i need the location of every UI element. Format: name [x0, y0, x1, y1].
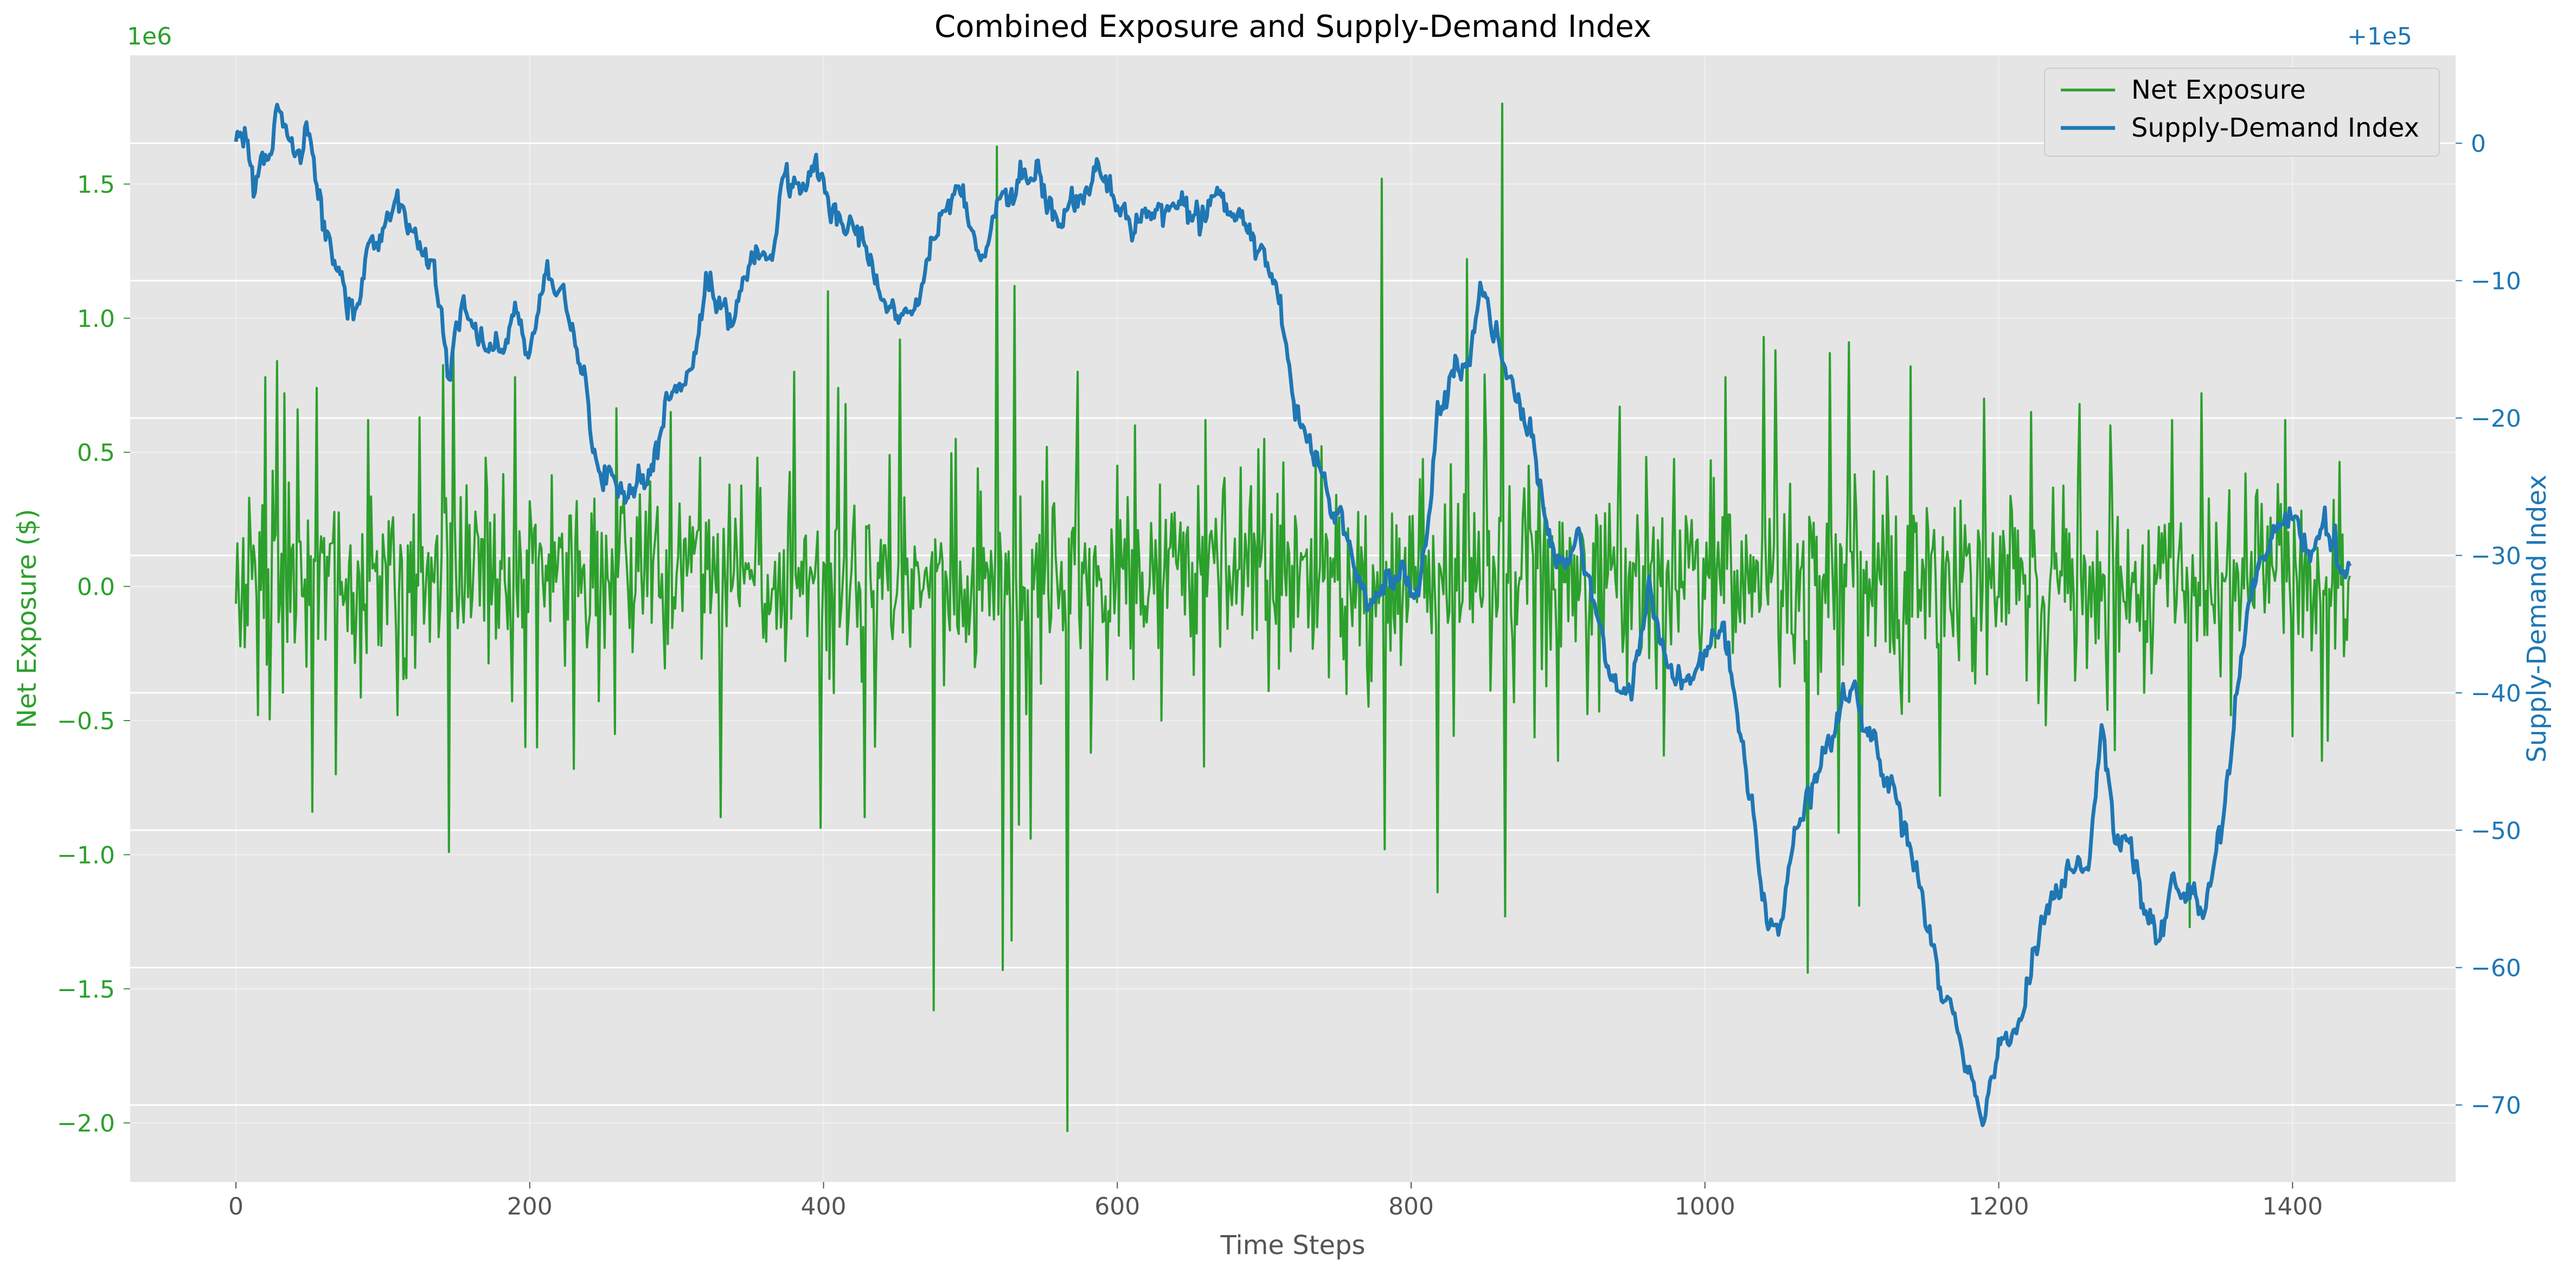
right-tick-label: 0 [2471, 130, 2486, 158]
x-axis: 0 200 400 600 800 1000 1200 1400 [228, 1182, 2323, 1220]
x-tick-label: 800 [1388, 1193, 1434, 1220]
x-axis-label: Time Steps [1220, 1230, 1365, 1261]
legend: Net Exposure Supply-Demand Index [2044, 68, 2440, 157]
x-tick-label: 1400 [2262, 1193, 2323, 1220]
x-tick-label: 600 [1094, 1193, 1140, 1220]
series-layer [234, 102, 2352, 1132]
right-tick-label: −60 [2471, 955, 2521, 982]
left-tick-label: −2.0 [57, 1110, 115, 1137]
x-tick-label: 0 [228, 1193, 243, 1220]
legend-label-net-exposure: Net Exposure [2131, 75, 2306, 105]
right-tick-label: −40 [2471, 680, 2521, 708]
series-supply-demand-index-line [234, 102, 2352, 1127]
legend-label-supply-demand-index: Supply-Demand Index [2131, 113, 2419, 143]
right-axis-offset-text: +1e5 [2347, 23, 2412, 50]
x-tick-label: 400 [801, 1193, 847, 1220]
left-tick-label: −0.5 [57, 708, 115, 735]
right-axis-label: Supply-Demand Index [2522, 475, 2552, 763]
left-tick-label: −1.0 [57, 841, 115, 869]
right-axis: −70 −60 −50 −40 −30 −20 −10 0 [2456, 130, 2521, 1120]
left-axis-offset-text: 1e6 [127, 23, 172, 50]
chart-title: Combined Exposure and Supply-Demand Inde… [934, 9, 1651, 44]
right-tick-label: −20 [2471, 405, 2521, 433]
left-tick-label: −1.5 [57, 976, 115, 1004]
left-tick-label: 1.0 [77, 305, 115, 333]
right-tick-label: −10 [2471, 268, 2521, 295]
right-tick-label: −50 [2471, 817, 2521, 845]
legend-box [2044, 68, 2440, 157]
left-axis-label: Net Exposure ($) [12, 509, 42, 729]
x-tick-label: 1000 [1675, 1193, 1735, 1220]
left-tick-label: 0.5 [77, 439, 115, 467]
grid [130, 55, 2456, 1182]
left-tick-label: 1.5 [77, 171, 115, 198]
x-tick-label: 1200 [1969, 1193, 2029, 1220]
left-tick-label: 0.0 [77, 574, 115, 601]
right-tick-label: −70 [2471, 1092, 2521, 1120]
series-net-exposure-line [235, 102, 2351, 1132]
left-axis: −2.0 −1.5 −1.0 −0.5 0.0 0.5 1.0 1.5 [57, 171, 130, 1137]
right-tick-label: −30 [2471, 542, 2521, 570]
x-tick-label: 200 [507, 1193, 553, 1220]
